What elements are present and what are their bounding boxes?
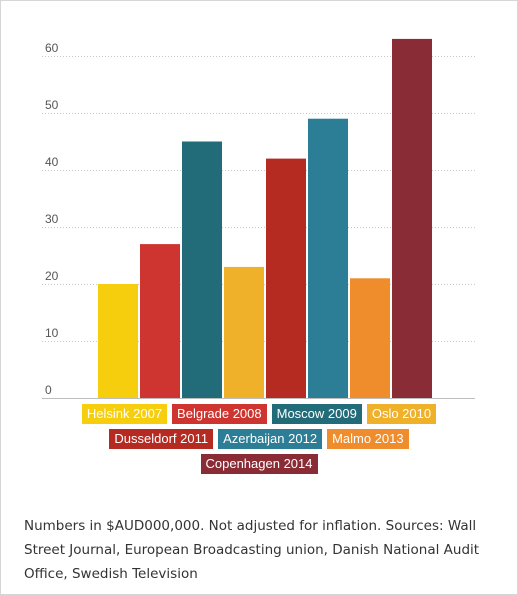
legend-entry: Belgrade 2008 [172, 404, 267, 424]
legend-entry: Azerbaijan 2012 [218, 429, 323, 449]
legend-entry: Helsink 2007 [81, 404, 168, 424]
legend-entry: Oslo 2010 [366, 404, 437, 424]
legend-entry: Dusseldorf 2011 [109, 429, 214, 449]
bar [224, 266, 264, 398]
legend-row: Copenhagen 2014 [0, 454, 518, 474]
bars [98, 38, 432, 399]
legend-entry: Malmo 2013 [327, 429, 409, 449]
legend: Helsink 2007 Belgrade 2008 Moscow 2009 Oslo… [0, 404, 518, 479]
bar [308, 118, 348, 398]
bar-chart: 0 10 20 30 40 50 60 [42, 38, 475, 399]
bar [392, 38, 432, 399]
y-tick-label: 50 [45, 98, 59, 112]
y-tick-label: 60 [45, 41, 59, 55]
y-tick-label: 20 [45, 269, 59, 283]
legend-row: Helsink 2007 Belgrade 2008 Moscow 2009 Oslo… [0, 404, 518, 424]
legend-row: Dusseldorf 2011 Azerbaijan 2012 Malmo 2013 [0, 429, 518, 449]
bar [182, 141, 222, 398]
bar [266, 158, 306, 398]
bar [350, 278, 390, 398]
y-tick-label: 30 [45, 212, 59, 226]
y-tick-label: 10 [45, 326, 59, 340]
y-axis-ticks: 0 10 20 30 40 50 60 [45, 41, 59, 397]
legend-entry: Moscow 2009 [271, 404, 362, 424]
y-tick-label: 0 [45, 383, 52, 397]
footnote: Numbers in $AUD000,000. Not adjusted for… [24, 518, 480, 582]
y-tick-label: 40 [45, 155, 59, 169]
bar [140, 244, 180, 398]
legend-entry: Copenhagen 2014 [200, 454, 318, 474]
bar [98, 284, 138, 398]
